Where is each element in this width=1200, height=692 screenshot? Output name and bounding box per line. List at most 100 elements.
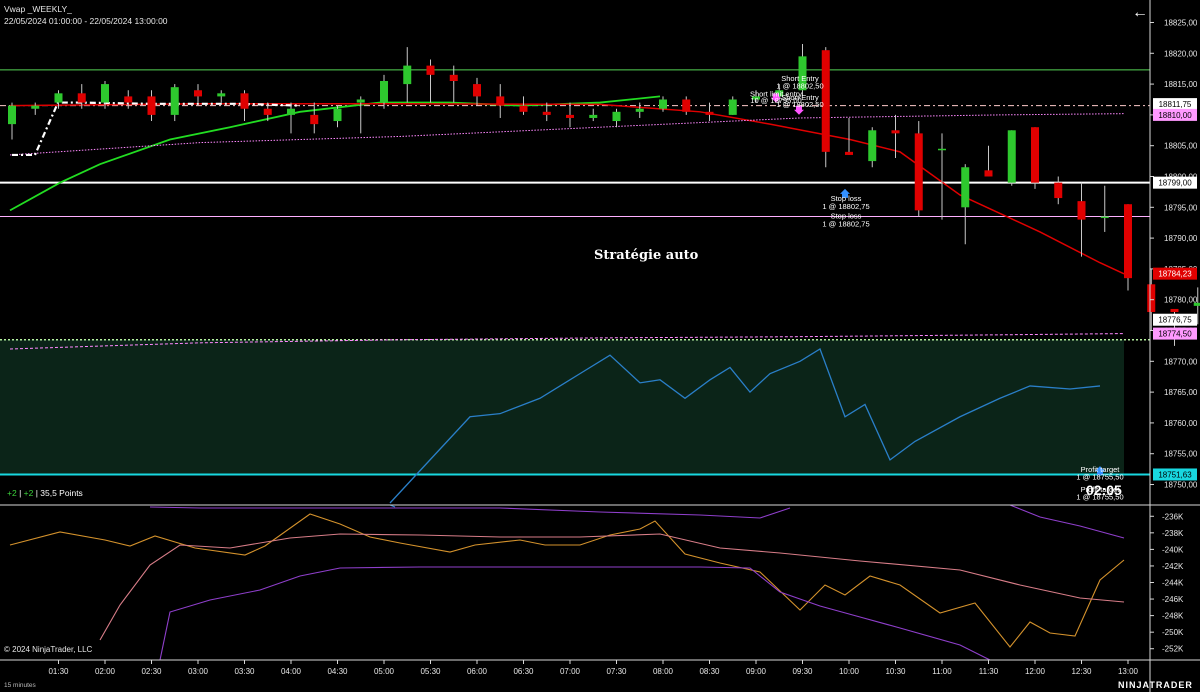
candle-body [938,148,946,151]
candle-body [54,93,63,103]
trade-annotation: Stop loss [831,194,862,203]
candle-body [1170,308,1179,313]
candle [31,102,40,115]
lower-tick-label: -244K [1162,579,1184,588]
price-tick-label: 18750,00 [1164,481,1198,490]
price-tick-label: 18765,00 [1164,388,1198,397]
candle-body [1077,201,1086,220]
price-label-box [1153,468,1197,481]
time-tick-label: 11:00 [932,667,952,676]
candle-body [194,90,202,97]
candle [961,164,970,245]
vwap-red [9,103,1125,275]
candle-body [589,114,598,118]
price-tick-label: 18760,00 [1164,419,1198,428]
candle [682,96,691,115]
lower-tick-label: -248K [1162,612,1184,621]
candle [728,96,737,115]
lower-tick-label: -252K [1162,645,1184,654]
candle [449,65,458,103]
trade-annotation: Short Entry [781,93,819,102]
candle [240,90,249,122]
candle-body [263,108,272,115]
time-tick-label: 04:00 [281,667,302,676]
short-entry-icon [794,105,804,115]
price-label: 18774,50 [1158,330,1192,339]
weekly-vwap [12,101,301,157]
candle [403,47,412,103]
candle-body [635,108,644,112]
candle [798,44,807,97]
price-tick-label: 18805,00 [1164,142,1198,151]
candle [705,102,714,122]
bar-timer: 02:05 [1086,482,1122,498]
price-label-box [1153,267,1197,280]
short-entry-icon [771,93,781,103]
candle-body [380,81,388,103]
trade-annotation: 1 @ 18802,75 [822,219,869,228]
lower-tick-label: -236K [1162,512,1184,521]
candle-body [356,99,365,103]
trade-annotation: Short limit entry [750,89,802,98]
strategy-label: Stratégie auto [594,248,699,263]
candle-body [566,114,574,118]
candle-body [1007,130,1016,183]
candle-body [914,133,923,211]
candle-body [147,96,156,115]
price-tick-label: 18780,00 [1164,296,1198,305]
time-tick-label: 09:00 [746,667,767,676]
candle [752,90,760,103]
lower-tick-label: -246K [1162,595,1184,604]
time-tick-label: 12:00 [1025,667,1046,676]
candle-body [798,56,807,91]
date-range: 22/05/2024 01:00:00 - 22/05/2024 13:00:0… [4,16,168,26]
exit-arrow-icon [1095,466,1105,476]
time-tick-label: 10:00 [839,667,860,676]
lower-line-pink [99,533,1125,641]
lower-line-purple-right [1009,504,1125,539]
lower-tick-label: -250K [1162,628,1184,637]
candle-body [612,111,621,122]
candle-body [659,99,667,109]
candle [217,90,226,103]
price-label-box [1153,108,1197,121]
candle-body [403,65,412,85]
price-tick-label: 18795,00 [1164,203,1198,212]
candle [426,59,435,103]
candle [659,96,667,112]
candle-body [542,111,551,115]
time-tick-label: 11:30 [979,667,999,676]
vwap-band-upper [9,113,1125,156]
candle [1031,127,1039,189]
candle-body [1147,284,1156,313]
trade-annotation: Short Entry [781,74,819,83]
candle-body [124,96,133,103]
candle-body [31,105,40,109]
time-tick-label: 06:00 [467,667,488,676]
back-arrow-icon[interactable]: ← [1132,4,1148,21]
price-tick-label: 18790,00 [1164,234,1198,243]
exit-arrow-icon [840,188,850,198]
candle [287,102,295,134]
candle-body [217,93,226,97]
candle [356,96,365,134]
candle-body [682,99,691,112]
candle-body [170,87,179,115]
time-tick-label: 02:30 [141,667,162,676]
candle-body [728,99,737,115]
cumulative-line [389,348,1101,504]
price-label: 18751,63 [1158,470,1192,479]
price-label: 18776,75 [1158,316,1192,325]
candle [1077,182,1086,257]
candle-body [1031,127,1039,183]
candle [1054,176,1063,205]
ninjatrader-logo: NINJATRADER [1118,680,1193,690]
lower-tick-label: -238K [1162,529,1184,538]
candle [170,84,179,122]
candle [821,47,830,168]
candle [589,108,598,122]
position-qty-2: +2 [23,488,34,498]
price-tick-label: 18815,00 [1164,80,1198,89]
candle [147,90,156,122]
